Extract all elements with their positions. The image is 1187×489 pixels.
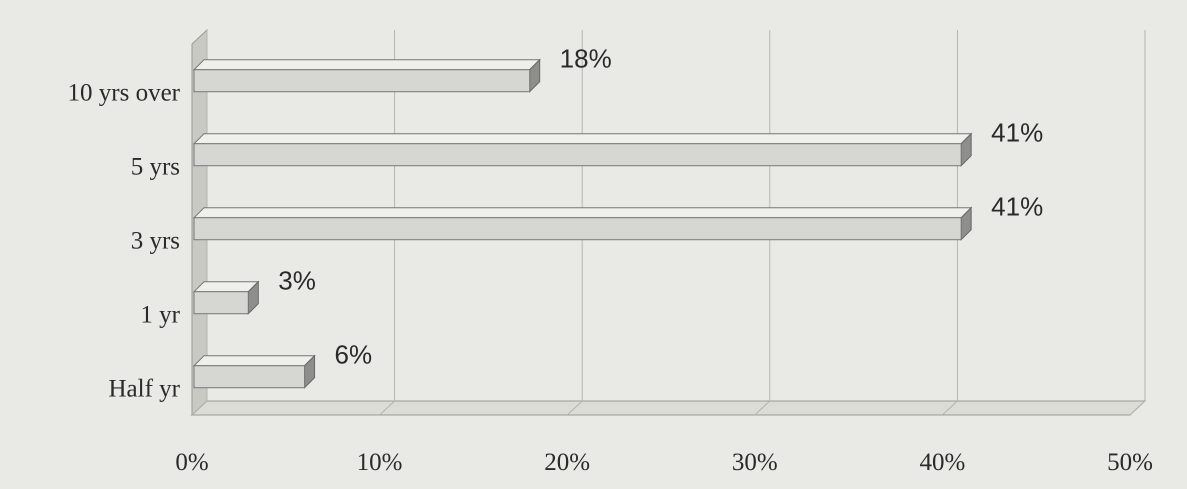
- category-label: 10 yrs over: [68, 80, 181, 107]
- bar-top-face: [192, 355, 316, 367]
- category-label: 1 yr: [140, 302, 180, 329]
- chart-floor: [190, 400, 1147, 416]
- bar: [193, 143, 962, 167]
- gridline-floor: [379, 400, 395, 416]
- x-tick-label: 30%: [732, 449, 778, 476]
- bar-top-face: [192, 207, 973, 219]
- category-label: Half yr: [109, 376, 181, 403]
- x-tick-label: 50%: [1107, 449, 1153, 476]
- data-label: 41%: [991, 192, 1043, 222]
- category-label: 3 yrs: [131, 228, 180, 255]
- gridline-floor: [1129, 400, 1146, 416]
- bar-top-face: [192, 281, 260, 293]
- gridline-floor: [191, 400, 208, 416]
- gridline-floor: [754, 400, 771, 416]
- data-label: 3%: [278, 266, 316, 296]
- bar: [193, 291, 249, 315]
- bar: [193, 217, 962, 241]
- gridline-floor: [942, 400, 958, 416]
- x-tick-label: 10%: [357, 449, 403, 476]
- x-tick-label: 40%: [919, 449, 965, 476]
- category-label: 5 yrs: [131, 154, 180, 181]
- bar: [193, 365, 306, 389]
- bar: [193, 69, 531, 93]
- bar-top-face: [192, 133, 973, 145]
- gridline-floor: [566, 400, 583, 416]
- data-label: 6%: [335, 340, 373, 370]
- x-tick-label: 0%: [175, 449, 208, 476]
- data-label: 18%: [560, 44, 612, 74]
- data-label: 41%: [991, 118, 1043, 148]
- bar-top-face: [192, 59, 541, 71]
- x-tick-label: 20%: [544, 449, 590, 476]
